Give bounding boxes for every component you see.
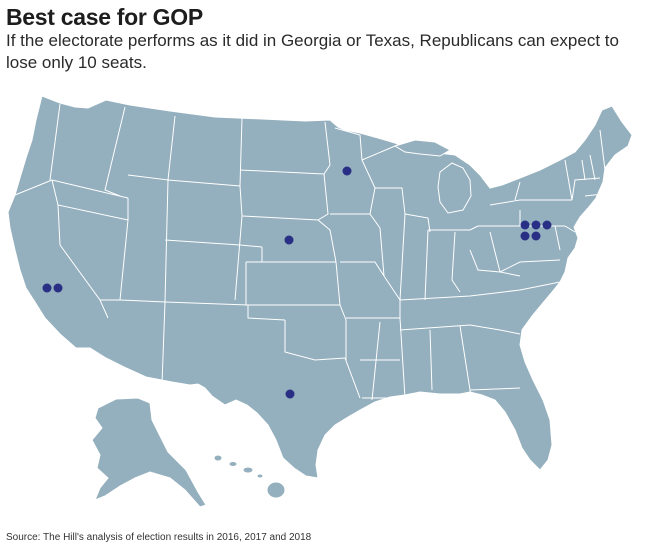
- seat-marker-minnesota: [342, 166, 352, 176]
- seat-marker-pennsylvania: [520, 231, 530, 241]
- us-landmass: [7, 95, 633, 508]
- hawaii-island-3: [242, 466, 254, 474]
- seat-marker-nebraska: [284, 235, 294, 245]
- source-note: Source: The Hill's analysis of election …: [6, 532, 312, 543]
- seat-marker-pennsylvania: [520, 220, 530, 230]
- us-map: [7, 95, 633, 508]
- hawaii-island-2: [228, 461, 238, 467]
- state-borders: [14, 103, 606, 405]
- hawaii-island-4: [256, 473, 264, 479]
- seat-marker-pennsylvania: [531, 220, 541, 230]
- page-subtitle: If the electorate performs as it did in …: [6, 31, 619, 72]
- contiguous-us-shape: [7, 95, 633, 479]
- upper-michigan-shape: [393, 139, 452, 157]
- hawaii-island-1: [213, 454, 223, 462]
- seat-marker-pennsylvania: [531, 231, 541, 241]
- seat-marker-california: [53, 283, 63, 293]
- seat-marker-texas: [285, 389, 295, 399]
- seat-marker-pennsylvania: [542, 220, 552, 230]
- seat-marker-california: [42, 283, 52, 293]
- alaska-shape: [91, 397, 207, 508]
- page-title: Best case for GOP: [6, 4, 203, 30]
- lower-michigan-shape: [437, 162, 472, 214]
- seat-markers: [42, 166, 552, 399]
- hawaii-island-5: [266, 481, 286, 499]
